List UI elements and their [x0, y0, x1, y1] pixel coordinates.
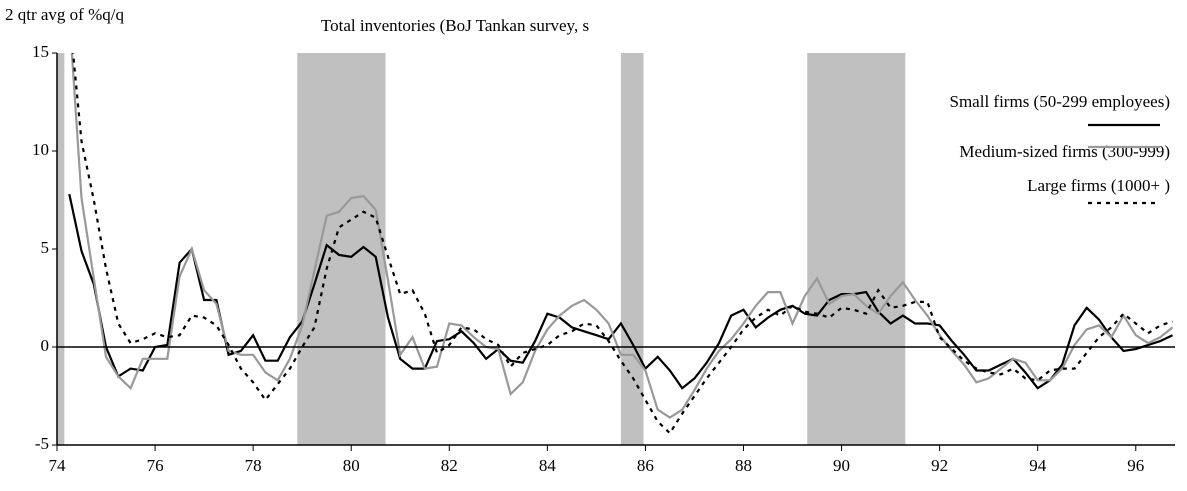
- x-tick-label: 96: [1127, 456, 1144, 475]
- y-tick-label: 0: [41, 336, 50, 355]
- y-tick-label: -5: [35, 434, 49, 453]
- shaded-range: [620, 53, 644, 445]
- y-axis-label: 2 qtr avg of %q/q: [5, 5, 124, 24]
- x-tick-label: 92: [931, 456, 948, 475]
- y-tick-label: 5: [41, 238, 50, 257]
- x-tick-label: 90: [833, 456, 850, 475]
- shaded-range: [57, 53, 65, 445]
- x-tick-label: 82: [441, 456, 458, 475]
- shaded-range: [297, 53, 386, 445]
- series-line: [68, 193, 1173, 390]
- chart-title: Total inventories (BoJ Tankan survey, s: [321, 16, 589, 35]
- x-tick-label: 76: [147, 456, 164, 475]
- x-tick-label: 94: [1029, 456, 1047, 475]
- legend-label: Large firms (1000+ ): [1027, 176, 1170, 195]
- series-line: [71, 53, 1173, 435]
- series-line: [70, 53, 1174, 419]
- shaded-range: [807, 53, 906, 445]
- x-tick-label: 78: [245, 456, 262, 475]
- legend-label: Medium-sized firms (300-999): [959, 142, 1170, 161]
- x-tick-label: 74: [49, 456, 67, 475]
- x-tick-label: 88: [735, 456, 752, 475]
- y-tick-label: 15: [32, 42, 49, 61]
- y-tick-label: 10: [32, 140, 49, 159]
- x-tick-label: 86: [637, 456, 654, 475]
- x-tick-label: 84: [539, 456, 557, 475]
- x-tick-label: 80: [343, 456, 360, 475]
- legend-label: Small firms (50-299 employees): [950, 92, 1171, 111]
